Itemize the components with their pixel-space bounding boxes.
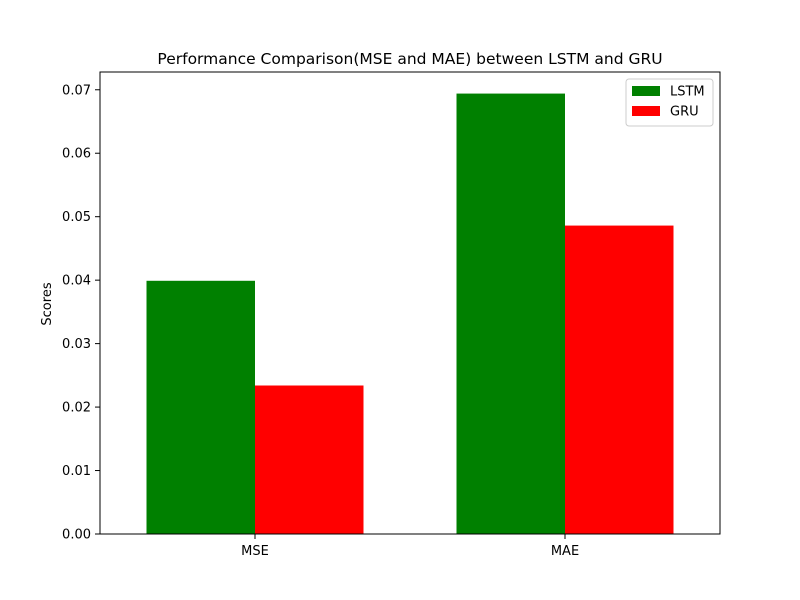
y-tick-label: 0.06	[62, 147, 91, 162]
legend-label-gru: GRU	[670, 105, 699, 120]
x-tick-label: MAE	[551, 544, 579, 559]
y-tick-label: 0.04	[62, 274, 91, 289]
y-tick-label: 0.03	[62, 337, 91, 352]
y-tick-label: 0.07	[62, 83, 91, 98]
plot-frame	[99, 71, 721, 535]
bar-gru-mse	[255, 385, 364, 534]
legend-swatch-lstm	[632, 86, 660, 96]
y-tick-label: 0.05	[62, 210, 91, 225]
x-tick-label: MSE	[241, 544, 269, 559]
y-tick-label: 0.00	[62, 528, 91, 543]
legend: LSTM GRU	[625, 78, 714, 127]
y-tick-label: 0.02	[62, 401, 91, 416]
legend-swatch-gru	[632, 106, 660, 116]
x-axis: MSE MAE	[241, 534, 579, 559]
y-axis-label: Scores	[40, 282, 55, 325]
chart-title: Performance Comparison(MSE and MAE) betw…	[157, 50, 662, 68]
bar-lstm-mse	[146, 280, 255, 534]
y-axis: 0.00 0.01 0.02 0.03 0.04 0.05 0.06 0.07	[62, 83, 100, 543]
bar-gru-mae	[565, 225, 674, 535]
bar-lstm-mae	[456, 93, 565, 535]
legend-label-lstm: LSTM	[670, 85, 705, 100]
y-tick-label: 0.01	[62, 464, 91, 479]
bars-group	[146, 93, 674, 535]
